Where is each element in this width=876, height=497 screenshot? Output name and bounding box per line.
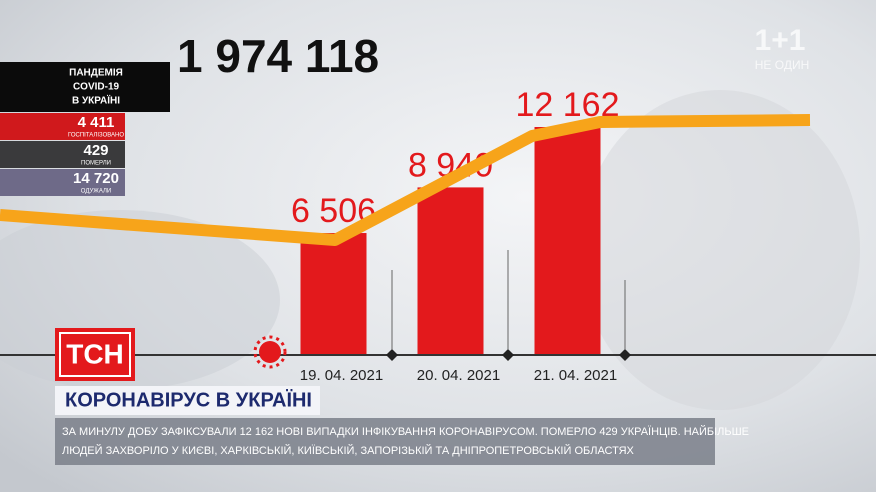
recovered-box [0,169,125,196]
tsn-logo: ТСН [66,338,124,369]
hospitalized-box [0,113,125,140]
ticker-box [55,418,715,465]
tsn-logo-box [55,328,135,381]
died-label: ПОМЕРЛИ [81,161,111,167]
marker [619,349,631,361]
bar [417,187,484,355]
recovered-label: ОДУЖАЛИ [81,189,111,195]
sidebar-title: COVID-19 [73,82,120,93]
bar [300,233,367,355]
virus-icon [253,335,287,369]
marker [502,349,514,361]
recovered-value: 14 720 [73,170,119,187]
headline-box [55,386,320,415]
virus-icon [259,341,281,363]
sidebar-title-box [0,62,170,112]
headline: КОРОНАВІРУС В УКРАЇНІ [65,388,312,411]
ticker-line: ЛЮДЕЙ ЗАХВОРІЛО У КИЄВІ, ХАРКІВСЬКІЙ, КИ… [62,444,635,457]
channel-slogan: НЕ ОДИН [755,58,810,72]
x-tick-label: 19. 04. 2021 [300,367,383,384]
total-cases: 1 974 118 [177,30,379,82]
bar [534,127,601,355]
hospitalized-value: 4 411 [78,114,115,131]
x-tick-label: 21. 04. 2021 [534,367,617,384]
blur-shape [580,90,860,410]
x-tick-label: 20. 04. 2021 [417,367,500,384]
trend-line [0,114,811,246]
channel-logo: 1+1 [755,24,806,57]
sidebar-title: В УКРАЇНІ [72,94,120,107]
ticker-line: ЗА МИНУЛУ ДОБУ ЗАФІКСУВАЛИ 12 162 НОВІ В… [62,425,749,438]
tsn-logo-frame [59,332,131,377]
sidebar-title: ПАНДЕМІЯ [69,68,123,79]
died-value: 429 [83,142,108,159]
died-box [0,141,125,168]
marker [386,349,398,361]
hospitalized-label: ГОСПІТАЛІЗОВАНО [68,133,124,139]
baseline-markers [386,349,631,361]
